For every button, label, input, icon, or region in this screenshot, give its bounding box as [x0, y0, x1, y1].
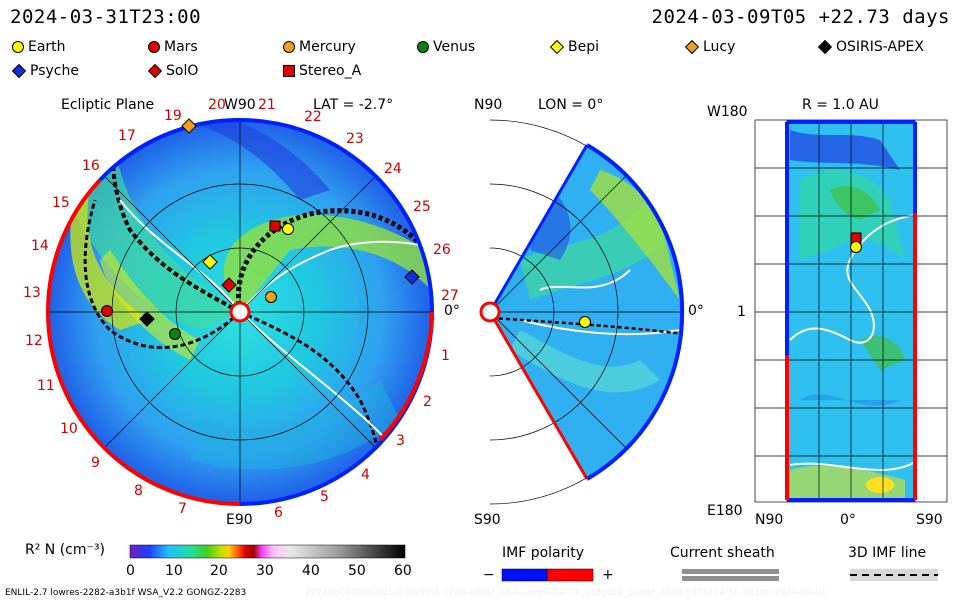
legend-lucy: Lucy — [684, 39, 735, 55]
rotation-label: 22 — [304, 109, 322, 125]
meridional-s90-label: S90 — [474, 512, 501, 528]
rotation-label: 4 — [361, 467, 370, 483]
radial-n90-label: N90 — [755, 512, 784, 528]
rotation-label: 23 — [346, 131, 364, 147]
radial-zero-label: 0° — [840, 512, 856, 528]
rotation-label: 27 — [441, 288, 459, 304]
meridional-n90-label: N90 — [474, 97, 503, 113]
meridional-plane-plot — [479, 119, 685, 505]
rotation-label: 5 — [320, 489, 329, 505]
ecliptic-title: Ecliptic Plane — [61, 97, 155, 113]
rotation-label: 11 — [37, 378, 55, 394]
ecliptic-latitude: LAT = -2.7° — [313, 97, 394, 113]
radial-one-label: 1 — [737, 304, 746, 320]
imf-minus-label: − — [483, 567, 495, 583]
imf-polarity-title: IMF polarity — [502, 545, 585, 561]
rotation-label: 26 — [433, 242, 451, 258]
imf-plus-label: + — [602, 567, 614, 583]
rotation-label: 20 — [208, 97, 226, 113]
colorbar-tick: 60 — [394, 563, 412, 579]
radial-surface-plot — [754, 119, 948, 503]
colorbar-tick: 50 — [348, 563, 366, 579]
ecliptic-e90-label: E90 — [226, 512, 253, 528]
rotation-label: 9 — [91, 455, 100, 471]
ecliptic-w90-label: W90 — [224, 97, 256, 113]
rotation-label: 3 — [396, 433, 405, 449]
mars-marker-icon — [148, 41, 160, 53]
radial-s90-label: S90 — [916, 512, 943, 528]
current-sheath-title: Current sheath — [670, 545, 775, 561]
rotation-label: 15 — [52, 195, 70, 211]
rotation-label: 16 — [82, 158, 100, 174]
legend-bepi: Bepi — [549, 39, 599, 55]
rotation-label: 7 — [178, 501, 187, 517]
rotation-label: 14 — [31, 238, 49, 254]
legend-osiris-apex: OSIRIS-APEX — [817, 39, 924, 55]
footer-model-info: ENLIL-2.7 lowres-2282-a3b1f WSA_V2.2 GON… — [5, 588, 247, 598]
rotation-label: 21 — [258, 97, 276, 113]
earth-marker-icon — [12, 41, 24, 53]
rotation-label: 19 — [164, 108, 182, 124]
legend-psyche: Psyche — [11, 63, 79, 79]
radial-title: R = 1.0 AU — [802, 97, 879, 113]
meridional-zero-label: 0° — [688, 303, 704, 319]
rotation-label: 24 — [384, 161, 402, 177]
radial-w180-label: W180 — [707, 104, 748, 120]
legend-solo: SolO — [147, 63, 198, 79]
density-colorbar — [129, 544, 406, 559]
imf-line-legend-graphic — [850, 569, 938, 581]
colorbar-tick: 20 — [210, 563, 228, 579]
current-sheath-legend-graphic — [682, 569, 779, 581]
legend-earth: Earth — [12, 39, 66, 55]
mercury-marker-icon — [283, 41, 295, 53]
simulation-time: 2024-03-31T23:00 — [10, 6, 202, 28]
rotation-label: 10 — [60, 421, 78, 437]
stereo-a-marker-icon — [283, 65, 295, 77]
colorbar-tick: 40 — [302, 563, 320, 579]
meridional-longitude: LON = 0° — [538, 97, 604, 113]
ecliptic-plane-plot — [45, 117, 434, 506]
legend-mercury: Mercury — [283, 39, 356, 55]
rotation-label: 2 — [423, 394, 432, 410]
colorbar-tick: 30 — [256, 563, 274, 579]
legend-mars: Mars — [148, 39, 198, 55]
footer-run-info: 20240304T0502/25@30x90-1 2280-a3b1f_16-f… — [305, 588, 827, 598]
rotation-label: 12 — [25, 333, 43, 349]
rotation-label: 13 — [23, 285, 41, 301]
venus-marker-icon — [417, 41, 429, 53]
reference-time: 2024-03-09T05 +22.73 days — [651, 6, 950, 28]
rotation-label: 8 — [134, 483, 143, 499]
rotation-label: 6 — [274, 505, 283, 521]
ecliptic-zero-label: 0° — [444, 303, 460, 319]
imf-polarity-bar — [501, 568, 594, 582]
colorbar-tick: 10 — [165, 563, 183, 579]
rotation-label: 1 — [441, 348, 450, 364]
rotation-label: 17 — [118, 128, 136, 144]
rotation-label: 25 — [413, 199, 431, 215]
radial-e180-label: E180 — [707, 503, 743, 519]
colorbar-tick: 0 — [126, 563, 135, 579]
legend-venus: Venus — [417, 39, 475, 55]
colorbar-label: R² N (cm⁻³) — [25, 542, 105, 558]
legend-stereo-a: Stereo_A — [283, 63, 361, 79]
imf-line-title: 3D IMF line — [848, 545, 927, 561]
